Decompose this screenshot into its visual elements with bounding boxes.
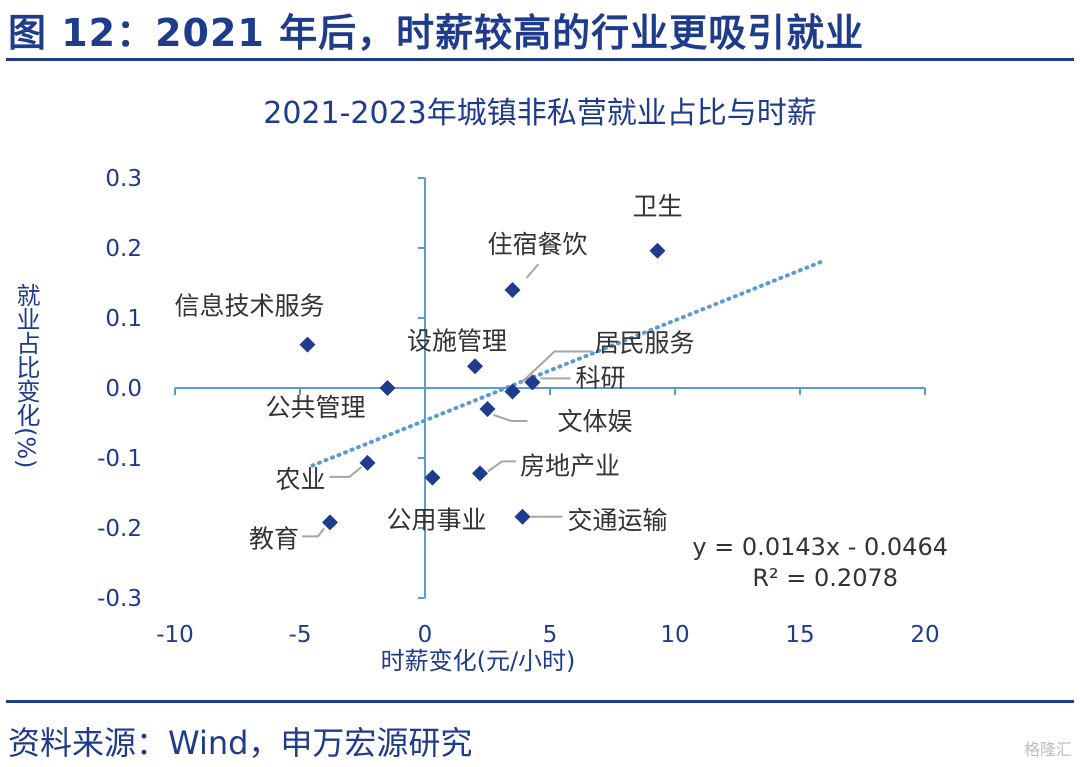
point-label: 房地产业	[520, 451, 620, 480]
point-label: 交通运输	[568, 506, 668, 535]
leader-line	[493, 414, 528, 422]
chart-title: 2021-2023年城镇非私营就业占比与时薪	[263, 96, 817, 131]
trendline	[310, 258, 827, 468]
point-label: 公用事业	[386, 506, 486, 535]
point-label: 住宿餐饮	[487, 230, 587, 259]
y-tick-label: 0.0	[105, 376, 142, 402]
x-tick-label: 10	[660, 622, 689, 648]
point-label: 文体娱	[558, 407, 633, 436]
y-tick-label: -0.3	[97, 586, 142, 612]
leader-line	[329, 466, 363, 478]
point-label: 卫生	[632, 192, 682, 221]
x-tick-label: 20	[910, 622, 939, 648]
y-tick-label: -0.1	[97, 446, 142, 472]
x-tick-label: 5	[543, 622, 558, 648]
axes	[174, 177, 926, 599]
y-tick-label: -0.2	[97, 516, 142, 542]
data-point	[504, 383, 521, 400]
data-point	[524, 374, 541, 391]
y-axis-title: 就业占比变化(%)	[12, 283, 40, 469]
y-tick-label: 0.2	[105, 236, 142, 262]
y-tick-label: 0.3	[105, 166, 142, 192]
trend-equation: y = 0.0143x - 0.0464	[692, 533, 948, 561]
data-points	[299, 242, 666, 531]
data-point	[514, 508, 531, 525]
figure-title: 图 12：2021 年后，时薪较高的行业更吸引就业	[8, 11, 865, 55]
point-label: 教育	[249, 524, 299, 553]
data-point	[322, 514, 338, 531]
point-label: 农业	[275, 465, 325, 494]
x-axis-title: 时薪变化(元/小时)	[381, 647, 576, 675]
leader-lines	[302, 263, 593, 538]
data-point	[424, 469, 441, 486]
leader-line	[519, 350, 593, 385]
title-rule	[6, 58, 1074, 61]
data-point	[379, 380, 396, 396]
leader-line	[302, 527, 325, 538]
footer-rule	[6, 700, 1074, 703]
source-note: 资料来源：Wind，申万宏源研究	[8, 724, 473, 762]
data-point	[472, 465, 488, 482]
x-tick-label: 15	[785, 622, 814, 648]
y-tick-label: 0.1	[105, 306, 142, 332]
point-label: 公共管理	[265, 393, 365, 422]
x-tick-label: 0	[418, 622, 433, 648]
point-label: 科研	[576, 363, 626, 392]
data-point	[504, 282, 521, 298]
point-label: 居民服务	[595, 329, 695, 358]
leader-line	[487, 460, 516, 473]
watermark: 格隆汇	[1023, 740, 1072, 759]
trendline-group	[310, 258, 827, 468]
point-label: 设施管理	[407, 326, 507, 355]
data-point	[479, 401, 496, 417]
leader-line	[525, 263, 540, 279]
data-point	[359, 454, 376, 471]
data-point	[299, 336, 316, 353]
data-point	[467, 358, 483, 375]
x-tick-label: -10	[156, 622, 194, 648]
trend-r-squared: R² = 0.2078	[752, 564, 898, 592]
tick-labels: -10 -5 0 5 10 15 20 0.3 0.2 0.1 0.0 -0.1 -0.2 -0.3	[97, 166, 940, 648]
data-point	[649, 242, 666, 259]
x-tick-label: -5	[289, 622, 312, 648]
point-label: 信息技术服务	[174, 292, 324, 321]
